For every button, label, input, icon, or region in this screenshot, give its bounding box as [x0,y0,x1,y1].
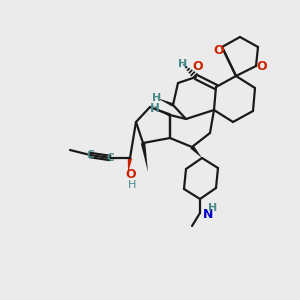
Text: N: N [203,208,213,220]
Text: H: H [152,93,162,103]
Text: O: O [193,61,203,74]
Text: C: C [86,150,94,160]
Text: H: H [128,180,136,190]
Text: H: H [208,203,217,213]
Polygon shape [157,98,174,106]
Text: C: C [106,153,114,163]
Text: H: H [150,101,160,115]
Text: O: O [257,59,267,73]
Text: H: H [178,59,188,69]
Polygon shape [128,158,132,173]
Polygon shape [155,108,171,117]
Text: O: O [126,169,136,182]
Text: O: O [214,44,224,56]
Polygon shape [190,146,202,158]
Polygon shape [141,142,148,172]
